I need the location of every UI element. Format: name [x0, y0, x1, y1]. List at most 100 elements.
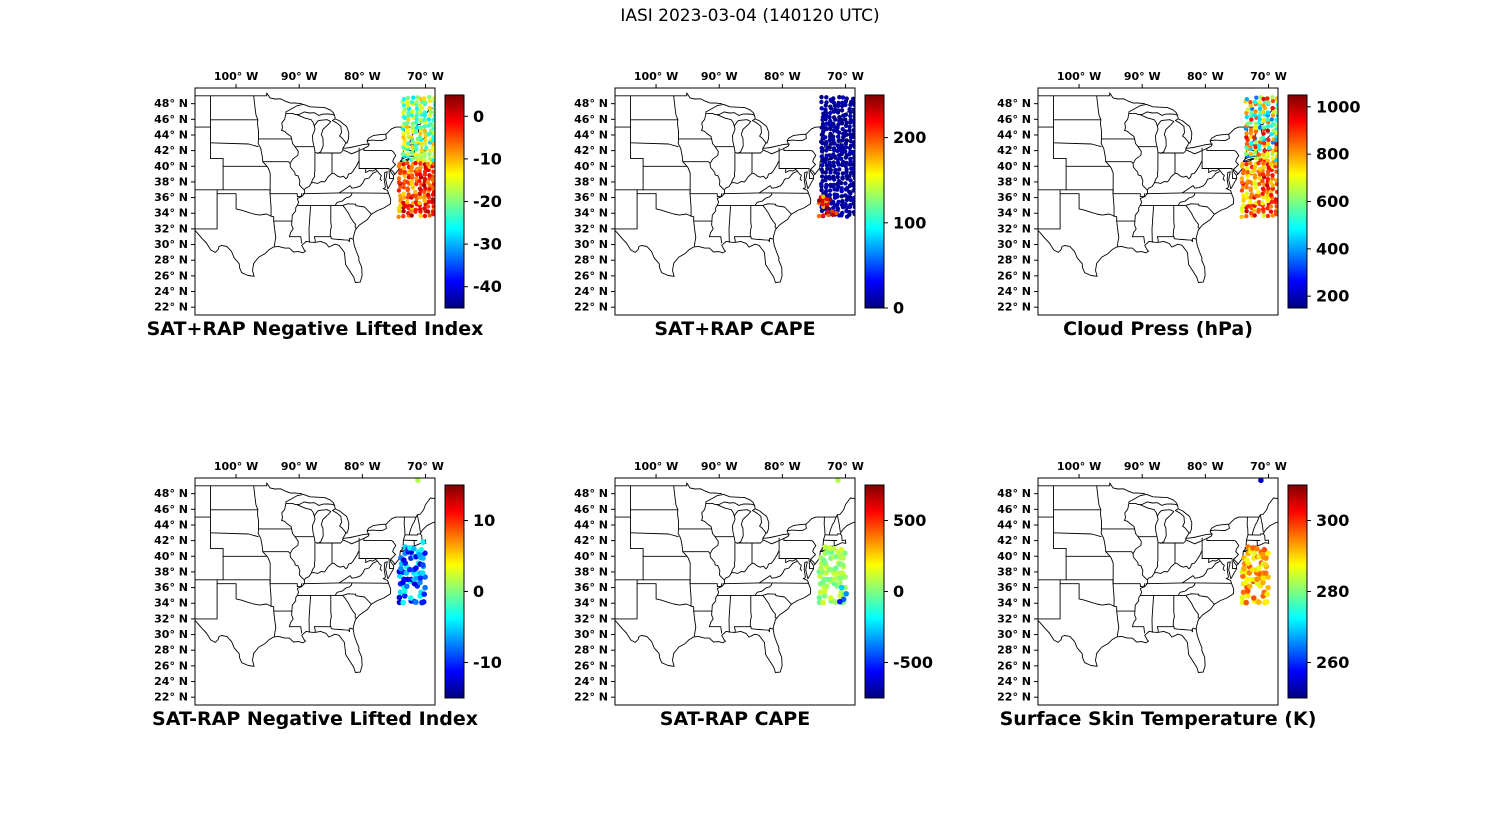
lat-tick-label: 24° N [574, 675, 608, 688]
lat-tick-label: 34° N [574, 207, 608, 220]
lat-tick-label: 36° N [997, 191, 1031, 204]
lat-tick-label: 36° N [574, 191, 608, 204]
lat-tick-label: 46° N [154, 113, 188, 126]
lat-tick-label: 46° N [574, 503, 608, 516]
lon-tick-label: 70° W [827, 70, 864, 83]
lat-tick-label: 46° N [997, 113, 1031, 126]
colorbar-tick-label: -30 [473, 235, 502, 254]
panel-title: Cloud Press (hPa) [1063, 318, 1253, 340]
lat-tick-label: 38° N [997, 565, 1031, 578]
lat-tick-label: 42° N [997, 144, 1031, 157]
lat-tick-label: 46° N [574, 113, 608, 126]
lon-tick-label: 90° W [1124, 70, 1161, 83]
lat-tick-label: 32° N [574, 612, 608, 625]
lat-tick-label: 44° N [574, 518, 608, 531]
colorbar-tick-label: 0 [473, 582, 484, 601]
lat-tick-label: 30° N [997, 238, 1031, 251]
colorbar-tick-label: 0 [893, 582, 904, 601]
lon-tick-label: 80° W [764, 70, 801, 83]
lat-tick-label: 32° N [574, 222, 608, 235]
lon-tick-label: 100° W [214, 460, 258, 473]
lat-tick-label: 44° N [154, 518, 188, 531]
lat-tick-label: 46° N [997, 503, 1031, 516]
colorbar-tick-label: -40 [473, 277, 502, 296]
map-frame [614, 87, 856, 316]
lat-tick-label: 26° N [997, 269, 1031, 282]
lat-tick-label: 34° N [997, 597, 1031, 610]
lat-tick-label: 40° N [997, 160, 1031, 173]
lat-tick-label: 32° N [154, 222, 188, 235]
lat-tick-label: 32° N [997, 222, 1031, 235]
lat-tick-label: 26° N [574, 269, 608, 282]
lat-tick-label: 24° N [154, 675, 188, 688]
lat-tick-label: 30° N [154, 238, 188, 251]
lon-tick-label: 80° W [1187, 70, 1224, 83]
colorbar [444, 484, 465, 699]
colorbar-tick-label: 800 [1316, 145, 1349, 164]
lat-tick-label: 26° N [154, 659, 188, 672]
colorbar-tick-label: -500 [893, 653, 933, 672]
lat-tick-label: 26° N [574, 659, 608, 672]
lat-tick-label: 28° N [574, 644, 608, 657]
panel-title: SAT+RAP Negative Lifted Index [146, 318, 484, 340]
panel-title: SAT+RAP CAPE [654, 318, 816, 340]
lat-tick-label: 42° N [574, 534, 608, 547]
colorbar [864, 484, 885, 699]
lat-tick-label: 24° N [997, 285, 1031, 298]
colorbar-tick-label: 10 [473, 511, 495, 530]
lon-tick-label: 80° W [344, 70, 381, 83]
lon-tick-label: 100° W [634, 70, 678, 83]
map-frame [614, 477, 856, 706]
panel-title: SAT-RAP CAPE [659, 708, 811, 730]
us-state-map-outline [195, 482, 435, 673]
lat-tick-label: 48° N [154, 97, 188, 110]
lat-tick-label: 28° N [997, 254, 1031, 267]
lat-tick-label: 42° N [574, 144, 608, 157]
observation-swath [816, 478, 849, 606]
lat-tick-label: 42° N [997, 534, 1031, 547]
map-frame [194, 477, 436, 706]
lat-tick-label: 28° N [997, 644, 1031, 657]
map-panel-surface-skin-temperature: 100° W 90° W 80° W 70° W 48° N 46° N 44° N 42° … [997, 460, 1349, 706]
lat-tick-label: 32° N [154, 612, 188, 625]
lat-tick-label: 38° N [154, 565, 188, 578]
lon-tick-label: 80° W [344, 460, 381, 473]
colorbar [1287, 94, 1308, 309]
observation-swath [816, 94, 855, 219]
lon-tick-label: 100° W [1057, 70, 1101, 83]
map-frame [1037, 87, 1279, 316]
lat-tick-label: 36° N [154, 191, 188, 204]
colorbar-tick-label: 500 [893, 511, 926, 530]
lat-tick-label: 28° N [154, 254, 188, 267]
lon-tick-label: 100° W [214, 70, 258, 83]
lat-tick-label: 44° N [997, 518, 1031, 531]
observation-swath [396, 95, 435, 219]
lat-tick-label: 48° N [997, 97, 1031, 110]
map-frame [1037, 477, 1279, 706]
lat-tick-label: 36° N [997, 581, 1031, 594]
panel-title: Surface Skin Temperature (K) [999, 708, 1317, 730]
lon-tick-label: 80° W [764, 460, 801, 473]
lat-tick-label: 48° N [154, 487, 188, 500]
colorbar-tick-label: 100 [893, 213, 926, 232]
us-state-map-outline [1038, 482, 1278, 673]
lon-tick-label: 90° W [1124, 460, 1161, 473]
lon-tick-label: 90° W [281, 70, 318, 83]
colorbar-tick-label: -10 [473, 653, 502, 672]
colorbar-tick-label: 300 [1316, 511, 1349, 530]
map-panel-sat-plus-rap-cape: 100° W 90° W 80° W 70° W 48° N 46° N 44° N 42° … [574, 70, 926, 318]
map-frame [194, 87, 436, 316]
lat-tick-label: 36° N [154, 581, 188, 594]
lat-tick-label: 24° N [997, 675, 1031, 688]
lat-tick-label: 26° N [997, 659, 1031, 672]
observation-swath [1239, 478, 1271, 606]
colorbar-tick-label: 260 [1316, 653, 1349, 672]
lon-tick-label: 70° W [1250, 460, 1287, 473]
lat-tick-label: 22° N [574, 301, 608, 314]
lat-tick-label: 34° N [574, 597, 608, 610]
lat-tick-label: 34° N [997, 207, 1031, 220]
figure-title: IASI 2023-03-04 (140120 UTC) [620, 6, 880, 26]
lon-tick-label: 90° W [701, 460, 738, 473]
lat-tick-label: 42° N [154, 534, 188, 547]
lat-tick-label: 28° N [154, 644, 188, 657]
